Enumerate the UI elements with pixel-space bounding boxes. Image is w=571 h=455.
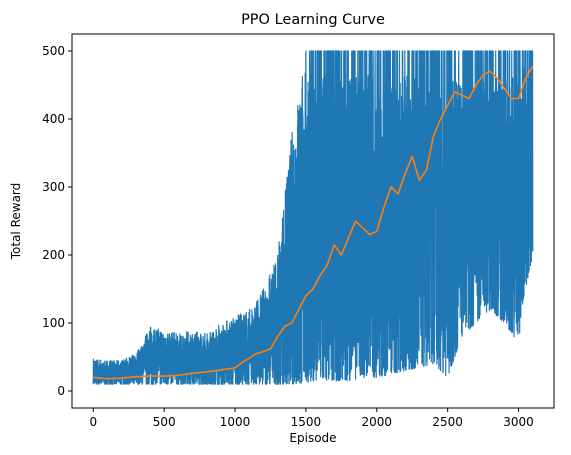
plot-frame [71, 33, 555, 409]
chart-title: PPO Learning Curve [241, 12, 385, 28]
y-axis-label: Total Reward [9, 183, 23, 261]
x-tick-label: 2000 [362, 415, 393, 429]
y-tick-label: 0 [57, 384, 65, 398]
y-axis-ticks: 0 100 200 300 400 500 [42, 44, 72, 398]
x-tick-label: 3000 [503, 415, 534, 429]
x-axis-ticks: 0 500 1000 1500 2000 2500 3000 [89, 408, 534, 429]
plot-area [92, 50, 534, 385]
y-tick-label: 100 [42, 316, 65, 330]
x-axis-label: Episode [289, 431, 336, 445]
x-tick-label: 1000 [220, 415, 251, 429]
y-tick-label: 200 [42, 248, 65, 262]
x-tick-label: 1500 [291, 415, 322, 429]
x-tick-label: 2500 [432, 415, 463, 429]
raw-reward-series [92, 50, 534, 385]
x-tick-label: 500 [153, 415, 176, 429]
y-tick-label: 300 [42, 180, 65, 194]
y-tick-label: 500 [42, 44, 65, 58]
moving-average-series [93, 65, 534, 380]
y-tick-label: 400 [42, 112, 65, 126]
x-tick-label: 0 [89, 415, 97, 429]
